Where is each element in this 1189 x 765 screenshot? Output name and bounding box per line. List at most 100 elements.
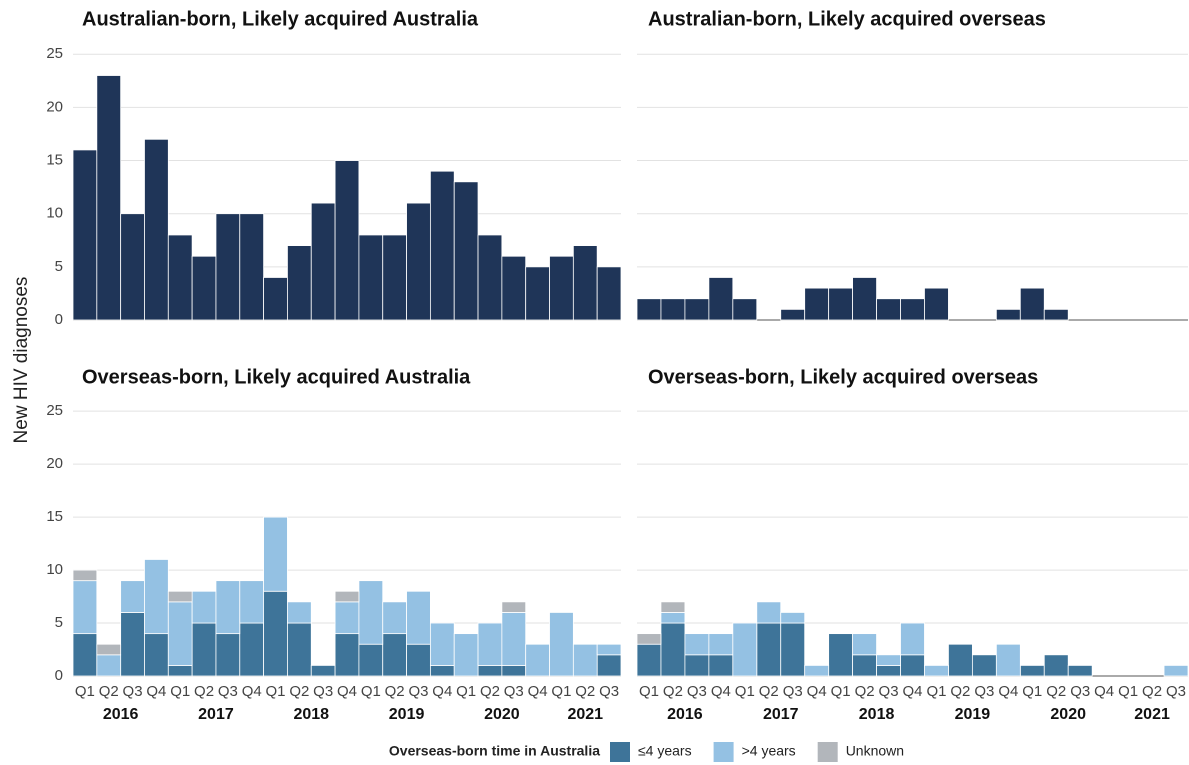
y-tick-label: 10 — [46, 561, 63, 578]
x-tick-label: Q2 — [855, 683, 875, 700]
x-year-label: 2016 — [667, 706, 703, 723]
y-tick-label: 10 — [46, 205, 63, 222]
bar-segment — [358, 643, 384, 677]
x-year-label: 2018 — [293, 706, 329, 723]
bar-segment — [334, 633, 360, 677]
bar — [636, 298, 662, 321]
bar — [239, 213, 265, 321]
x-tick-label: Q3 — [974, 683, 994, 700]
bar — [596, 266, 622, 321]
x-tick-label: Q1 — [926, 683, 946, 700]
bar — [429, 170, 455, 321]
y-tick-label: 5 — [55, 258, 63, 275]
bar-segment — [900, 622, 925, 656]
bar-segment — [804, 665, 830, 677]
legend-swatch — [817, 742, 838, 762]
bar — [358, 234, 384, 321]
bar — [406, 202, 431, 321]
x-tick-label: Q1 — [639, 683, 659, 700]
bar-segment — [971, 654, 997, 677]
legend-label: Unknown — [846, 743, 904, 759]
x-year-label: 2021 — [1134, 706, 1170, 723]
bar-segment — [334, 590, 360, 603]
x-tick-label: Q1 — [831, 683, 851, 700]
bar-segment — [501, 601, 527, 613]
x-tick-label: Q2 — [950, 683, 970, 700]
x-tick-label: Q2 — [99, 683, 119, 700]
bar — [804, 287, 830, 321]
x-year-label: 2018 — [859, 706, 895, 723]
bar-segment — [1067, 665, 1093, 677]
bar-segment — [549, 612, 574, 677]
panel-title: Overseas-born, Likely acquired overseas — [648, 366, 1038, 388]
legend-swatch — [713, 742, 734, 762]
bar-segment — [660, 612, 686, 624]
bar-segment — [900, 654, 925, 677]
x-tick-label: Q3 — [313, 683, 333, 700]
bar-segment — [96, 643, 122, 656]
bar-segment — [525, 643, 550, 677]
y-tick-label: 20 — [46, 455, 63, 472]
bar-segment — [876, 665, 901, 677]
bar-segment — [852, 654, 877, 677]
bar-segment — [406, 643, 431, 677]
bar — [572, 245, 598, 321]
bar — [120, 213, 145, 321]
y-axis-label: New HIV diagnoses — [11, 277, 32, 444]
legend-label: >4 years — [742, 743, 796, 759]
y-tick-label: 25 — [46, 45, 63, 62]
x-tick-label: Q4 — [807, 683, 827, 700]
bar — [215, 213, 241, 321]
bar-segment — [501, 612, 527, 666]
bar-segment — [239, 622, 265, 677]
bar-segment — [72, 633, 98, 677]
bar-segment — [382, 601, 407, 635]
bar-segment — [636, 633, 662, 645]
bar — [684, 298, 710, 321]
x-tick-label: Q2 — [1046, 683, 1066, 700]
bar-segment — [684, 654, 710, 677]
x-tick-label: Q3 — [504, 683, 524, 700]
x-tick-label: Q3 — [1070, 683, 1090, 700]
bar — [900, 298, 925, 321]
bar-segment — [167, 665, 193, 677]
bar-segment — [144, 633, 169, 677]
x-tick-label: Q4 — [902, 683, 922, 700]
bar-segment — [780, 612, 806, 624]
bar-segment — [852, 633, 877, 656]
bar — [780, 308, 806, 321]
x-tick-label: Q2 — [1142, 683, 1162, 700]
bar-segment — [756, 601, 782, 624]
x-year-label: 2017 — [763, 706, 799, 723]
bar-segment — [406, 590, 431, 645]
bar — [549, 255, 574, 321]
bar-segment — [684, 633, 710, 656]
x-tick-label: Q1 — [266, 683, 286, 700]
bar-segment — [287, 622, 312, 677]
x-tick-label: Q3 — [408, 683, 428, 700]
y-tick-label: 5 — [55, 614, 63, 631]
bar-segment — [120, 580, 145, 613]
bar — [1043, 308, 1069, 321]
x-tick-label: Q3 — [599, 683, 619, 700]
x-tick-label: Q1 — [1022, 683, 1042, 700]
x-year-label: 2019 — [389, 706, 425, 723]
x-tick-label: Q1 — [1118, 683, 1138, 700]
bar — [660, 298, 686, 321]
bar-segment — [263, 516, 288, 592]
bar-segment — [263, 590, 288, 677]
bar-segment — [191, 590, 217, 624]
bar — [453, 181, 479, 321]
x-tick-label: Q3 — [123, 683, 143, 700]
bar — [334, 160, 360, 321]
y-tick-label: 20 — [46, 98, 63, 115]
bar-segment — [72, 569, 98, 582]
x-tick-label: Q1 — [75, 683, 95, 700]
x-tick-label: Q4 — [1094, 683, 1114, 700]
x-year-label: 2017 — [198, 706, 234, 723]
x-tick-label: Q2 — [289, 683, 309, 700]
bar-segment — [756, 622, 782, 677]
y-tick-label: 0 — [55, 311, 63, 328]
bar-segment — [1163, 665, 1189, 677]
